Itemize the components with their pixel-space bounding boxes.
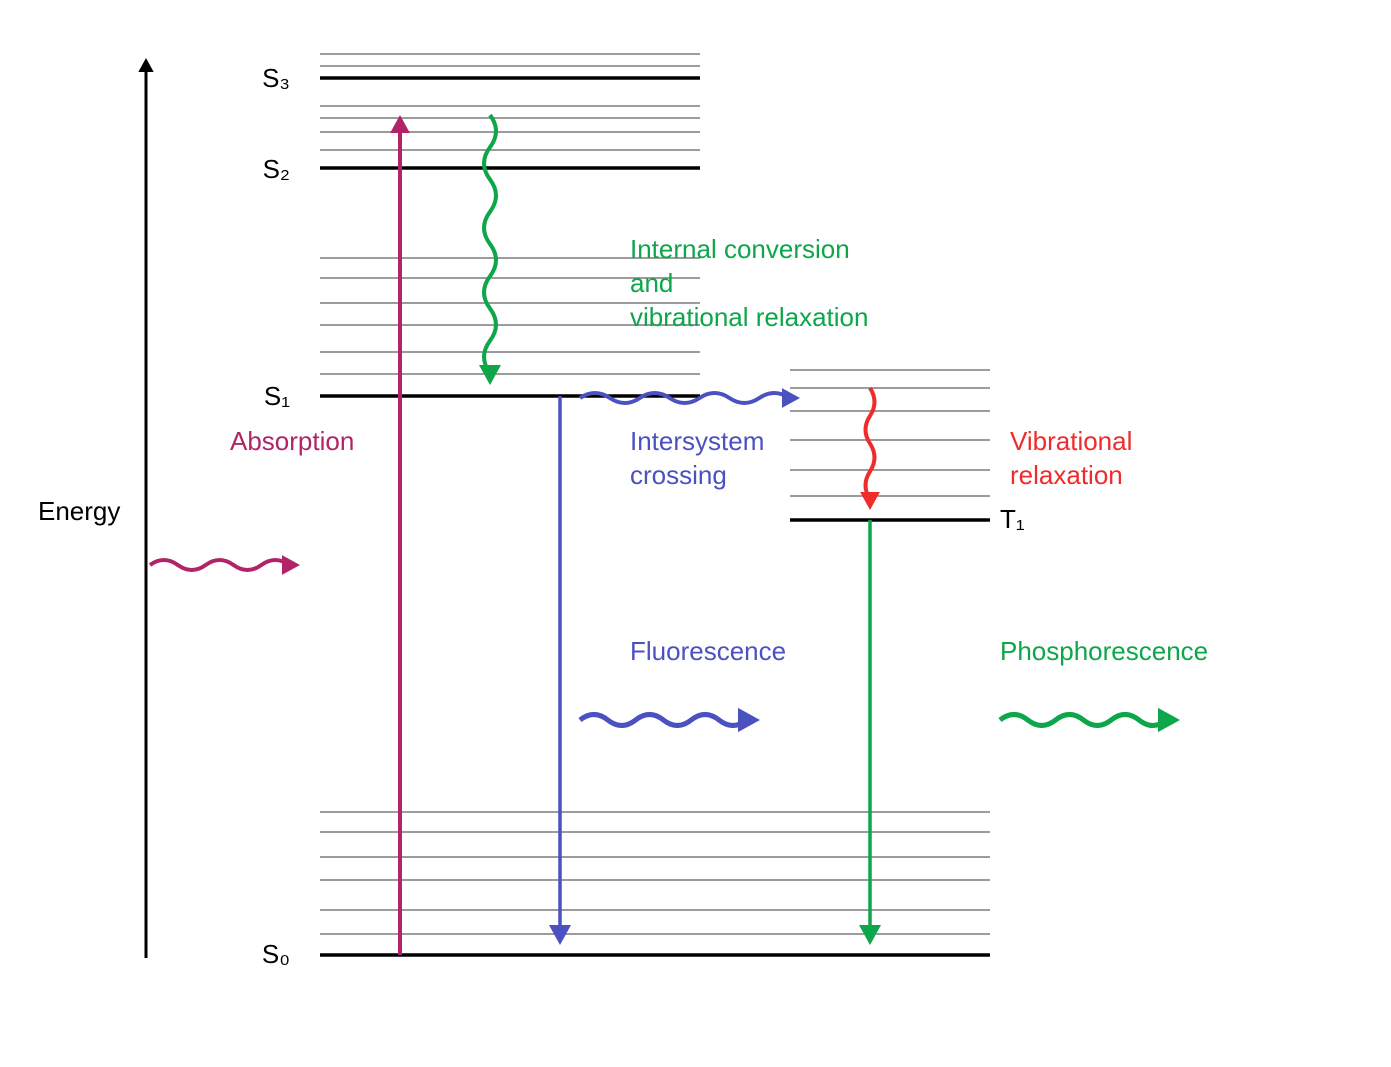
diagram-svg: Energy S₀ S₁ S₂ S₃ T₁ Absorption Internal conve…	[0, 0, 1391, 1067]
fluorescence-down-head	[549, 925, 571, 945]
label-absorption: Absorption	[230, 426, 354, 456]
label-intersystem-crossing-line1: crossing	[630, 460, 727, 490]
ic-down-wave	[484, 115, 496, 373]
absorption-in-wave	[150, 560, 289, 570]
jablonski-diagram: Energy S₀ S₁ S₂ S₃ T₁ Absorption Internal conve…	[0, 0, 1391, 1067]
fluorescence-out-head	[738, 708, 760, 732]
absorption-in-head	[282, 555, 300, 575]
isc-head	[782, 388, 800, 408]
label-fluorescence: Fluorescence	[630, 636, 786, 666]
label-internal-conversion-line0: Internal conversion	[630, 234, 850, 264]
vr-down-head	[860, 492, 880, 510]
label-phosphorescence: Phosphorescence	[1000, 636, 1208, 666]
state-label-S2: S₂	[263, 154, 290, 184]
label-vibrational-relaxation-line0: Vibrational	[1010, 426, 1132, 456]
label-internal-conversion-line1: and	[630, 268, 673, 298]
fluorescence-out-wave	[580, 715, 747, 726]
phosphorescence-out-head	[1158, 708, 1180, 732]
label-vibrational-relaxation-line1: relaxation	[1010, 460, 1123, 490]
state-label-S3: S₃	[262, 63, 290, 93]
vr-down-wave	[866, 388, 875, 499]
phosphorescence-out-wave	[1000, 715, 1167, 726]
state-label-T1: T₁	[1000, 504, 1025, 534]
state-label-S1: S₁	[264, 381, 290, 411]
label-intersystem-crossing-line0: Intersystem	[630, 426, 764, 456]
energy-axis-head	[138, 58, 153, 72]
phosphorescence-down-head	[859, 925, 881, 945]
state-label-S0: S₀	[262, 939, 290, 969]
label-internal-conversion-line2: vibrational relaxation	[630, 302, 868, 332]
ic-down-head	[479, 365, 501, 385]
energy-axis-label: Energy	[38, 496, 120, 526]
